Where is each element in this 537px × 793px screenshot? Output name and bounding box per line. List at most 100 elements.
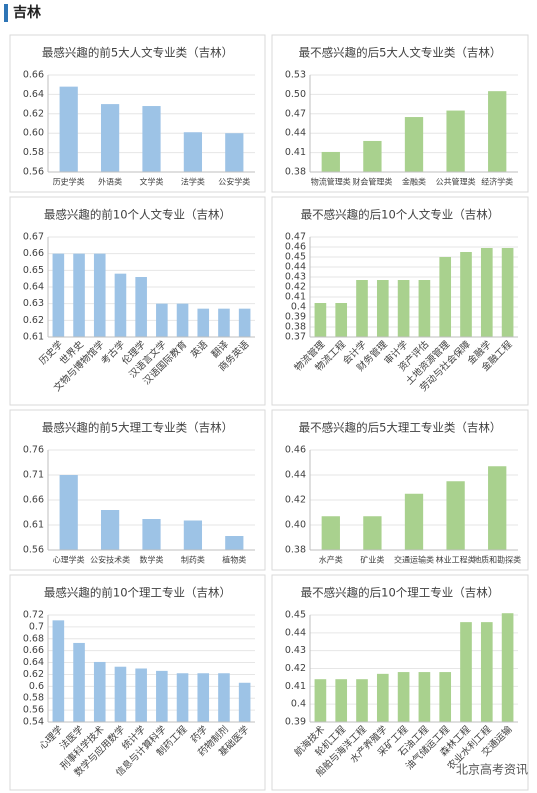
y-tick-label: 0.67 — [23, 232, 44, 243]
y-tick-label: 0.66 — [23, 248, 44, 259]
x-tick-label: 文学类 — [140, 177, 164, 187]
chart-panel: 最不感兴趣的后5大理工专业类（吉林） 0.38 0.40 0.42 0.44 0.46 水产… — [271, 409, 529, 571]
y-tick-label: 0.56 — [23, 705, 44, 716]
x-tick-label: 公安技术类 — [90, 555, 130, 565]
y-tick-label: 0.39 — [285, 717, 306, 728]
y-tick-label: 0.41 — [285, 681, 306, 692]
chart-panel: 最感兴趣的前5大理工专业类（吉林） 0.56 0.61 0.66 0.71 0.76 心理学… — [9, 409, 266, 571]
bar — [218, 308, 230, 337]
bar — [321, 516, 340, 550]
y-tick-label: 0.62 — [23, 315, 44, 326]
x-tick-label: 地质和勘探类 — [473, 555, 521, 565]
y-tick-label: 0.45 — [285, 252, 306, 263]
bar — [397, 280, 410, 337]
bar — [197, 308, 210, 337]
bar — [59, 475, 78, 550]
panel-frame — [9, 409, 266, 571]
y-tick-label: 0.41 — [285, 292, 306, 303]
x-tick-label: 林业工程类 — [436, 555, 476, 565]
bar — [156, 303, 168, 337]
y-tick-label: 0.64 — [23, 89, 44, 100]
bar — [397, 672, 410, 722]
y-tick-label: 0.4 — [291, 302, 306, 313]
bar — [176, 303, 189, 337]
bar — [73, 253, 85, 337]
bar — [488, 91, 507, 172]
y-tick-label: 0.65 — [23, 265, 44, 276]
bar — [135, 668, 147, 722]
bar — [183, 132, 203, 172]
y-tick-label: 0.58 — [23, 693, 44, 704]
y-tick-label: 0.46 — [285, 445, 306, 456]
chart-panel: 最感兴趣的前5大人文专业类（吉林） 0.56 0.58 0.60 0.62 0.64 0.6… — [9, 34, 266, 193]
bar — [321, 151, 340, 172]
y-tick-label: 0.44 — [285, 627, 306, 638]
bar — [446, 110, 465, 172]
x-tick-label: 金融类 — [402, 177, 426, 187]
bar — [460, 622, 472, 722]
chart-title: 最不感兴趣的后5大人文专业类（吉林） — [299, 46, 502, 60]
bar — [480, 622, 493, 722]
chart-title: 最不感兴趣的后10个理工专业（吉林） — [301, 586, 500, 600]
bar — [404, 117, 424, 172]
y-tick-label: 0.56 — [23, 167, 44, 178]
x-tick-label: 矿业类 — [360, 555, 384, 565]
bar — [418, 672, 431, 722]
y-tick-label: 0.40 — [285, 520, 306, 531]
bar — [93, 253, 106, 337]
chart-panel: 最不感兴趣的后5大人文专业类（吉林） 0.38 0.41 0.44 0.47 0.50 0.… — [271, 34, 529, 193]
bar — [488, 466, 507, 550]
x-tick-label: 交通运输类 — [394, 555, 434, 565]
bar — [225, 133, 244, 172]
y-tick-label: 0.42 — [285, 663, 306, 674]
bar — [238, 682, 251, 722]
bar — [142, 106, 161, 172]
y-tick-label: 0.50 — [285, 89, 306, 100]
y-tick-label: 0.6 — [29, 681, 44, 692]
x-tick-label: 财会管理类 — [352, 177, 392, 187]
chart-title: 最不感兴趣的后5大理工专业类（吉林） — [299, 421, 502, 435]
y-tick-label: 0.63 — [23, 298, 44, 309]
header-accent — [4, 4, 8, 22]
bar — [501, 613, 514, 722]
x-tick-label: 法学类 — [181, 177, 205, 187]
y-tick-label: 0.42 — [285, 282, 306, 293]
bar — [363, 516, 382, 550]
bar — [176, 673, 189, 722]
chart-title: 最感兴趣的前5大理工专业类（吉林） — [42, 421, 233, 435]
bar — [225, 536, 244, 550]
y-tick-label: 0.60 — [23, 128, 44, 139]
x-tick-label: 经济学类 — [481, 177, 513, 187]
bar — [218, 673, 230, 722]
bar — [404, 493, 424, 550]
chart-title: 最感兴趣的前10个人文专业（吉林） — [44, 208, 231, 222]
bar — [501, 248, 514, 337]
y-tick-label: 0.44 — [285, 470, 306, 481]
y-tick-label: 0.38 — [285, 545, 306, 556]
y-tick-label: 0.39 — [285, 312, 306, 323]
bar — [418, 280, 431, 337]
y-tick-label: 0.47 — [285, 108, 306, 119]
y-tick-label: 0.68 — [23, 633, 44, 644]
y-tick-label: 0.64 — [23, 282, 44, 293]
bar — [356, 679, 368, 722]
y-tick-label: 0.58 — [23, 147, 44, 158]
bar — [356, 280, 368, 337]
y-tick-label: 0.61 — [23, 520, 44, 531]
chart-title: 最感兴趣的前5大人文专业类（吉林） — [42, 46, 233, 60]
x-tick-label: 心理学类 — [53, 555, 85, 565]
bar — [460, 252, 472, 337]
x-tick-label: 水产类 — [319, 555, 343, 565]
chart-panel: 最感兴趣的前10个人文专业（吉林） 0.61 0.62 0.63 0.64 0.65 0.6… — [9, 196, 266, 406]
bar — [363, 140, 382, 172]
bar — [52, 253, 65, 337]
y-tick-label: 0.71 — [23, 470, 44, 481]
x-tick-label: 物流管理类 — [311, 177, 351, 187]
y-tick-label: 0.44 — [285, 262, 306, 273]
y-tick-label: 0.66 — [23, 495, 44, 506]
chart-panel: 最感兴趣的前10个理工专业（吉林） 0.540.560.580.60.620.64… — [9, 574, 266, 791]
bar — [376, 280, 389, 337]
y-tick-label: 0.4 — [291, 699, 306, 710]
bar — [114, 666, 127, 722]
